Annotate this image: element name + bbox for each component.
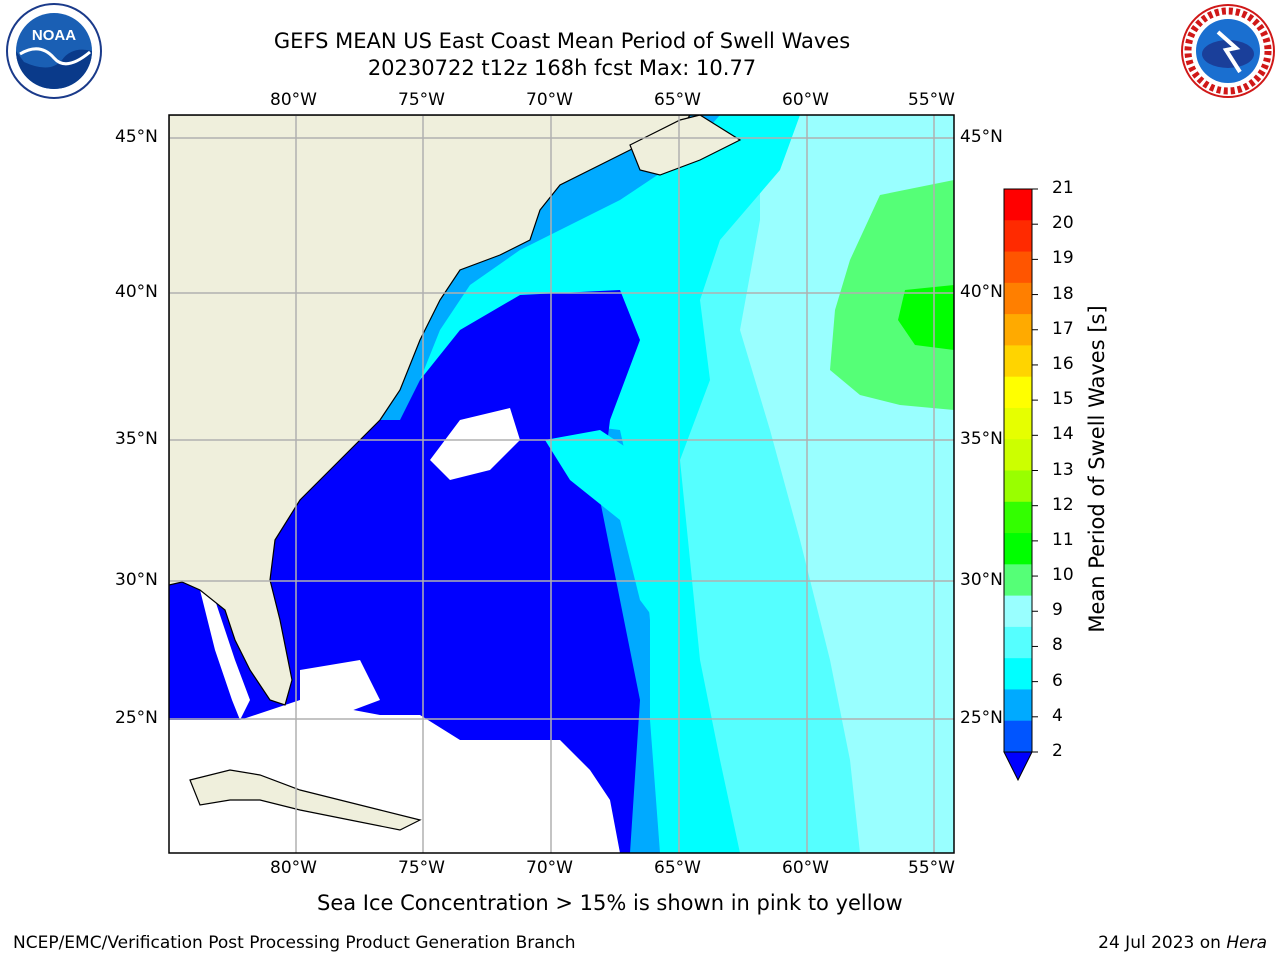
band-10-11 [898, 285, 954, 350]
footer-host: Hera [1226, 933, 1267, 953]
colorbar-tick-label: 20 [1052, 213, 1074, 234]
colorbar-cell [1004, 689, 1032, 722]
lat-label-right-30n: 30°N [960, 570, 1003, 590]
no-data-bahamas [300, 660, 380, 715]
footer-date-text: 24 Jul 2023 on [1098, 933, 1227, 953]
colorbar-cell [1004, 720, 1032, 753]
lat-label-right-35n: 35°N [960, 429, 1003, 449]
noaa-logo-text: NOAA [32, 27, 76, 44]
lat-label-right-25n: 25°N [960, 708, 1003, 728]
colorbar-tick-label: 13 [1052, 459, 1074, 480]
lat-label-left-45n: 45°N [115, 127, 158, 147]
gulf-blue [169, 590, 240, 720]
lon-label-bottom-55w: 55°W [908, 858, 955, 878]
map-gridlines [169, 115, 954, 853]
map-field [169, 115, 954, 853]
band-9-10 [830, 180, 954, 410]
lat-label-left-30n: 30°N [115, 570, 158, 590]
colorbar-tick-label: 11 [1052, 529, 1074, 550]
colorbar-tick-label: 18 [1052, 283, 1074, 304]
band-4-6-tongue [545, 430, 690, 640]
colorbar-tick-label: 15 [1052, 389, 1074, 410]
lon-label-top-70w: 70°W [526, 90, 573, 110]
colorbar-tick-label: 14 [1052, 424, 1074, 445]
colorbar-tick-label: 16 [1052, 353, 1074, 374]
colorbar-cell [1004, 345, 1032, 378]
colorbar-tick-label: 19 [1052, 248, 1074, 269]
colorbar-cell [1004, 658, 1032, 690]
colorbar-cell [1004, 626, 1032, 659]
sea-ice-note: Sea Ice Concentration > 15% is shown in … [317, 891, 903, 915]
colorbar-cell [1004, 470, 1032, 503]
colorbar-tick-label: 12 [1052, 494, 1074, 515]
colorbar-frame [1003, 188, 1033, 753]
map-frame [168, 114, 955, 854]
lon-label-top-75w: 75°W [398, 90, 445, 110]
colorbar-tick-label: 2 [1052, 741, 1063, 761]
colorbar-tick-label: 4 [1052, 705, 1063, 726]
nws-logo [1181, 4, 1275, 98]
colorbar-cell [1004, 439, 1032, 471]
lon-label-top-55w: 55°W [908, 90, 955, 110]
lat-label-right-40n: 40°N [960, 282, 1003, 302]
lat-label-left-35n: 35°N [115, 429, 158, 449]
lon-label-bottom-60w: 60°W [782, 858, 829, 878]
lon-label-top-65w: 65°W [654, 90, 701, 110]
lon-label-top-60w: 60°W [782, 90, 829, 110]
lon-label-bottom-75w: 75°W [398, 858, 445, 878]
colorbar-cell [1004, 314, 1032, 346]
lon-label-bottom-65w: 65°W [654, 858, 701, 878]
lat-label-left-40n: 40°N [115, 282, 158, 302]
colorbar-cell [1004, 501, 1032, 534]
lon-label-bottom-80w: 80°W [270, 858, 317, 878]
colorbar-tick-label: 21 [1052, 178, 1074, 198]
lon-label-top-80w: 80°W [270, 90, 317, 110]
north-america-land [169, 115, 691, 706]
colorbar [1003, 188, 1038, 782]
colorbar-tick-label: 9 [1052, 600, 1063, 621]
colorbar-label: Mean Period of Swell Waves [s] [1085, 305, 1109, 633]
colorbar-cell [1004, 407, 1032, 440]
colorbar-cell [1004, 189, 1032, 221]
lat-label-right-45n: 45°N [960, 127, 1003, 147]
chart-subtitle: 20230722 t12z 168h fcst Max: 10.77 [367, 56, 757, 80]
footer-branch: NCEP/EMC/Verification Post Processing Pr… [13, 933, 576, 953]
gulf-white [200, 590, 250, 720]
chart-title: GEFS MEAN US East Coast Mean Period of S… [273, 29, 851, 53]
colorbar-cell [1004, 251, 1032, 284]
footer-date: 24 Jul 2023 on Hera [1098, 933, 1267, 953]
colorbar-tick-label: 10 [1052, 565, 1074, 586]
cuba-land [189, 769, 422, 831]
nova-scotia-land [629, 115, 742, 176]
no-data-patch [430, 408, 520, 480]
colorbar-tick-label: 17 [1052, 318, 1074, 339]
lon-label-bottom-70w: 70°W [526, 858, 573, 878]
colorbar-cell [1004, 220, 1032, 253]
colorbar-under-arrow [1003, 751, 1033, 782]
no-data-caribbean [169, 700, 620, 853]
colorbar-cell [1004, 376, 1032, 409]
lat-label-left-25n: 25°N [115, 708, 158, 728]
colorbar-cell [1004, 533, 1032, 565]
colorbar-cell [1004, 564, 1032, 597]
colorbar-cell [1004, 595, 1032, 628]
colorbar-cell [1004, 282, 1032, 315]
noaa-logo: NOAA [6, 3, 102, 99]
colorbar-tick-label: 8 [1052, 635, 1063, 656]
colorbar-tick-label: 6 [1052, 670, 1063, 691]
